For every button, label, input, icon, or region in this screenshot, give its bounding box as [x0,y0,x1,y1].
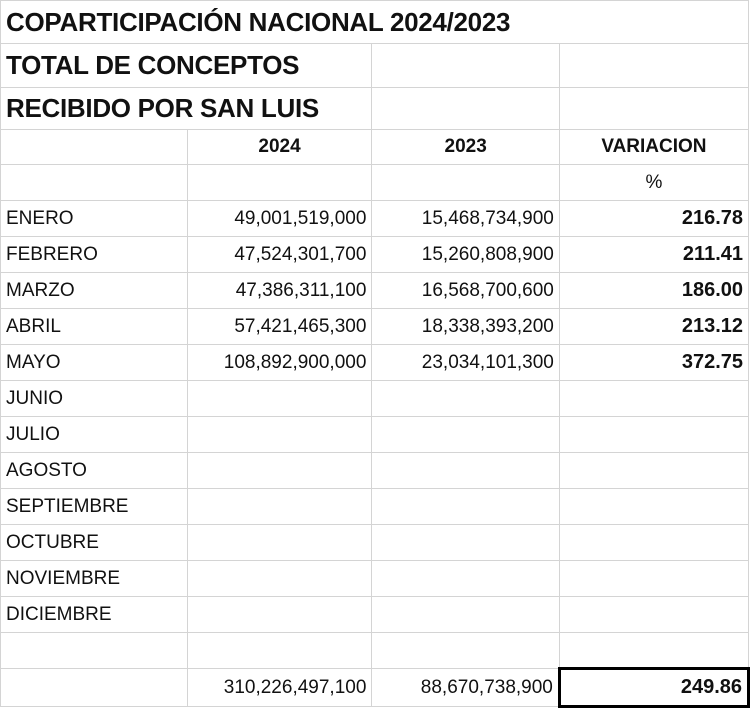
value-2023-cell[interactable] [371,596,560,633]
value-2023-cell[interactable] [371,452,560,489]
empty-cell[interactable] [371,43,560,88]
empty-cell[interactable] [0,164,188,201]
variacion-cell[interactable] [558,380,750,417]
empty-cell[interactable] [558,632,750,669]
value-2024-cell[interactable]: 57,421,465,300 [186,308,373,345]
variacion-cell[interactable]: 372.75 [558,344,750,381]
value-2023-cell[interactable] [371,380,560,417]
value-2023-cell[interactable]: 15,260,808,900 [371,236,560,273]
value-2024-cell[interactable] [186,596,373,633]
empty-cell[interactable] [186,632,373,669]
value-2023-cell[interactable]: 15,468,734,900 [371,200,560,237]
empty-cell[interactable] [0,668,188,707]
variacion-cell[interactable] [558,416,750,453]
table-row: FEBRERO 47,524,301,700 15,260,808,900 21… [0,236,750,273]
empty-cell[interactable] [558,43,750,88]
value-2023-cell[interactable] [371,560,560,597]
variacion-cell[interactable] [558,560,750,597]
table-row: DICIEMBRE [0,596,750,633]
title-line-1[interactable]: COPARTICIPACIÓN NACIONAL 2024/2023 [0,0,749,44]
month-cell[interactable]: ENERO [0,200,188,237]
value-2024-cell[interactable]: 108,892,900,000 [186,344,373,381]
empty-cell[interactable] [0,632,188,669]
variacion-cell[interactable]: 211.41 [558,236,750,273]
value-2023-cell[interactable]: 16,568,700,600 [371,272,560,309]
empty-cell[interactable] [186,164,373,201]
title-line-3[interactable]: RECIBIDO POR SAN LUIS [0,87,373,130]
value-2024-cell[interactable] [186,488,373,525]
variacion-cell[interactable] [558,452,750,489]
header-2024[interactable]: 2024 [186,129,373,165]
month-cell[interactable]: JUNIO [0,380,188,417]
table-row: NOVIEMBRE [0,560,750,597]
month-cell[interactable]: NOVIEMBRE [0,560,188,597]
value-2023-cell[interactable] [371,524,560,561]
month-cell[interactable]: OCTUBRE [0,524,188,561]
header-variacion[interactable]: VARIACION [558,129,750,165]
variacion-cell[interactable]: 186.00 [558,272,750,309]
month-cell[interactable]: DICIEMBRE [0,596,188,633]
value-2024-cell[interactable]: 49,001,519,000 [186,200,373,237]
header-variacion-unit[interactable]: % [558,164,750,201]
month-cell[interactable]: AGOSTO [0,452,188,489]
variacion-cell[interactable] [558,488,750,525]
value-2024-cell[interactable] [186,416,373,453]
month-cell[interactable]: ABRIL [0,308,188,345]
variacion-cell[interactable] [558,524,750,561]
variacion-cell[interactable]: 213.12 [558,308,750,345]
table-row: AGOSTO [0,452,750,489]
empty-cell[interactable] [371,632,560,669]
total-2024-cell[interactable]: 310,226,497,100 [186,668,373,707]
table-row: ABRIL 57,421,465,300 18,338,393,200 213.… [0,308,750,345]
month-cell[interactable]: FEBRERO [0,236,188,273]
empty-cell[interactable] [0,129,188,165]
value-2023-cell[interactable] [371,488,560,525]
table-row: SEPTIEMBRE [0,488,750,525]
table-row: JUNIO [0,380,750,417]
value-2023-cell[interactable]: 23,034,101,300 [371,344,560,381]
table-row: JULIO [0,416,750,453]
total-variacion-cell[interactable]: 249.86 [557,667,750,708]
value-2024-cell[interactable]: 47,524,301,700 [186,236,373,273]
total-2023-cell[interactable]: 88,670,738,900 [371,668,560,707]
empty-cell[interactable] [371,164,560,201]
empty-cell[interactable] [558,87,750,130]
value-2023-cell[interactable] [371,416,560,453]
month-cell[interactable]: MAYO [0,344,188,381]
empty-cell[interactable] [371,87,560,130]
header-2023[interactable]: 2023 [371,129,560,165]
value-2024-cell[interactable]: 47,386,311,100 [186,272,373,309]
variacion-cell[interactable] [558,596,750,633]
variacion-cell[interactable]: 216.78 [558,200,750,237]
table-row: OCTUBRE [0,524,750,561]
value-2024-cell[interactable] [186,524,373,561]
table-row: MARZO 47,386,311,100 16,568,700,600 186.… [0,272,750,309]
table-row: MAYO 108,892,900,000 23,034,101,300 372.… [0,344,750,381]
month-cell[interactable]: SEPTIEMBRE [0,488,188,525]
value-2023-cell[interactable]: 18,338,393,200 [371,308,560,345]
value-2024-cell[interactable] [186,452,373,489]
value-2024-cell[interactable] [186,380,373,417]
month-cell[interactable]: JULIO [0,416,188,453]
month-cell[interactable]: MARZO [0,272,188,309]
title-line-2[interactable]: TOTAL DE CONCEPTOS [0,43,373,88]
totals-row: 310,226,497,100 88,670,738,900 249.86 [0,667,750,708]
value-2024-cell[interactable] [186,560,373,597]
table-row: ENERO 49,001,519,000 15,468,734,900 216.… [0,200,750,237]
